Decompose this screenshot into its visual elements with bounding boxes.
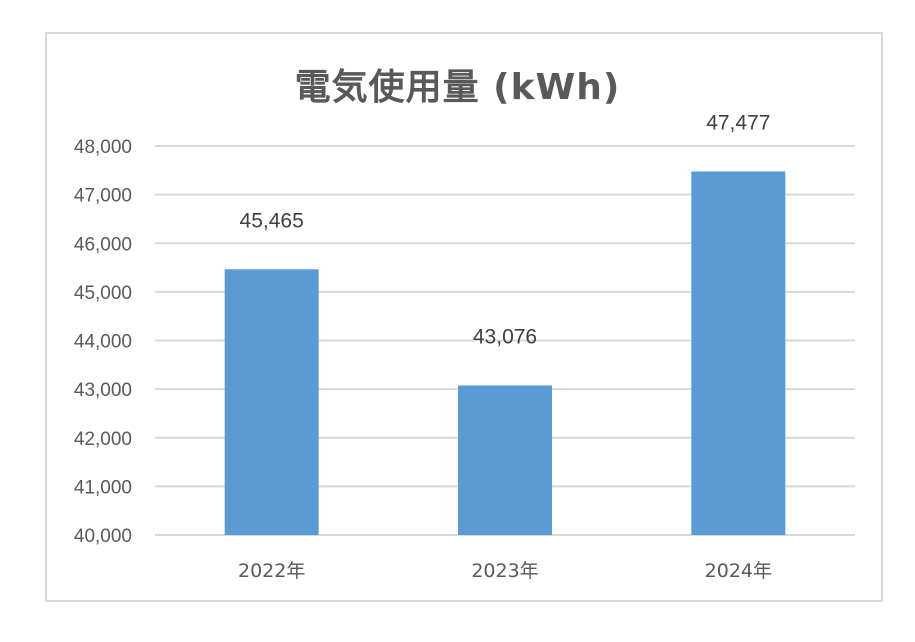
data-labels: 45,465 43,076 47,477: [240, 111, 771, 348]
y-tick-label: 46,000: [74, 234, 132, 255]
data-label: 43,076: [473, 325, 537, 348]
y-tick-label: 41,000: [74, 477, 132, 498]
y-axis-tick-labels: 40,000 41,000 42,000 43,000 44,000 45,000 46,0…: [74, 137, 132, 547]
data-label: 47,477: [706, 111, 770, 134]
chart-title: 電気使用量 (kWh): [294, 67, 621, 108]
x-category-label: 2022年: [238, 560, 305, 582]
y-tick-label: 48,000: [74, 137, 132, 158]
bar-2022年: [224, 269, 319, 535]
data-label: 45,465: [240, 209, 304, 232]
bar-2024年: [691, 171, 786, 535]
x-axis-category-labels: 2022年 2023年 2024年: [238, 560, 772, 582]
y-tick-label: 44,000: [74, 332, 132, 353]
y-tick-label: 47,000: [74, 186, 132, 207]
bars: [224, 171, 786, 535]
y-tick-label: 42,000: [74, 429, 132, 450]
bar-2023年: [458, 385, 552, 535]
y-tick-label: 43,000: [74, 380, 132, 401]
y-tick-label: 40,000: [74, 526, 132, 547]
x-category-label: 2024年: [705, 560, 772, 582]
x-category-label: 2023年: [471, 560, 538, 582]
y-tick-label: 45,000: [74, 283, 132, 304]
